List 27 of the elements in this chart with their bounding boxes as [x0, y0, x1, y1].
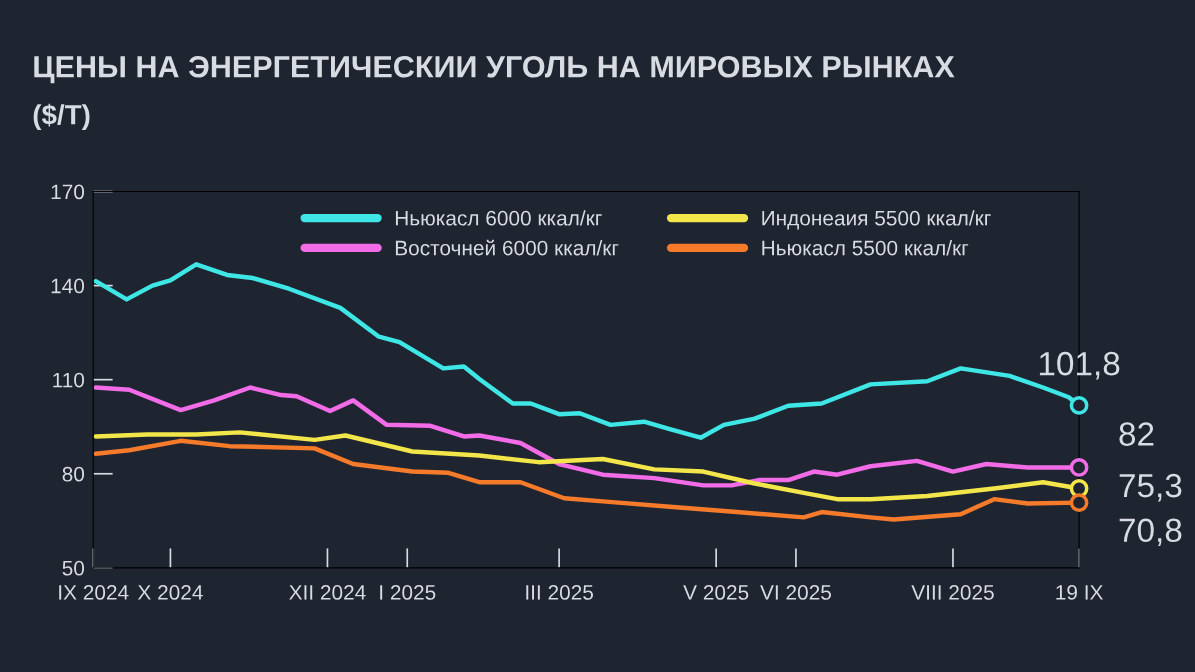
point: [1069, 493, 1089, 512]
x-tick-label: 19 IX: [1056, 585, 1103, 600]
x-tick-label: I 2025: [380, 585, 436, 600]
legend-label: Индонеаия 5500 ккал/кг: [762, 210, 991, 230]
x-tick-label: VI 2025: [760, 585, 831, 600]
x-tick-label: IX 2024: [59, 585, 129, 600]
y-tick-label: 170: [51, 184, 85, 200]
y-tick-label: 140: [51, 278, 85, 294]
legend-label: Ньюкасл 5500 ккал/кг: [762, 240, 969, 256]
annotation: 101,8: [1039, 351, 1120, 380]
x-tick-label: V 2025: [683, 585, 749, 600]
legend-label: Ньюкасл 6000 ккал/кг: [395, 210, 602, 226]
point: [1069, 396, 1089, 415]
x-tick-label: VIII 2025: [911, 585, 994, 600]
y-tick-label: 80: [62, 466, 85, 482]
chart-title: ЦЕНЫ НА ЭНЕРГЕТИЧЕСКИИ УГОЛЬ НА МИРОВЫХ РЫНКАХ: [34, 55, 955, 84]
annotation: 75,3: [1119, 473, 1182, 502]
legend-label: Восточней 6000 ккал/кг: [395, 239, 619, 256]
point: [1069, 458, 1089, 477]
x-tick-label: XII 2024: [289, 585, 366, 600]
annotation: 82: [1119, 422, 1154, 446]
x-tick-label: III 2025: [526, 585, 593, 600]
x-tick-label: X 2024: [137, 585, 203, 600]
annotation: 70,8: [1119, 518, 1182, 547]
y-tick-label: 110: [53, 372, 85, 388]
y-tick-label: 50: [62, 560, 85, 576]
chart-subtitle: ($/T): [33, 103, 90, 131]
